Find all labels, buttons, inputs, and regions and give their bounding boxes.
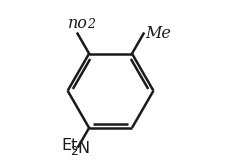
Text: 2: 2 — [70, 145, 78, 158]
Text: N: N — [78, 141, 90, 156]
Text: 2: 2 — [87, 18, 95, 31]
Text: no: no — [68, 15, 88, 32]
Text: Me: Me — [145, 25, 171, 42]
Text: Et: Et — [61, 138, 78, 153]
